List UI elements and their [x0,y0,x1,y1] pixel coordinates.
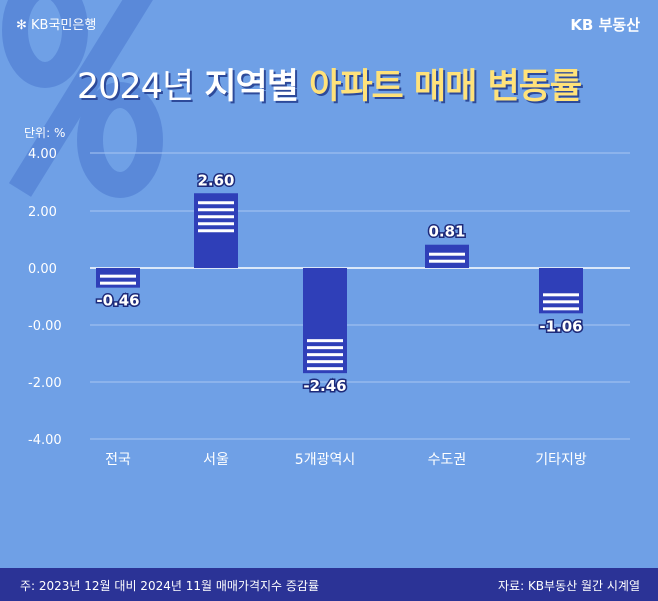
title-highlight: 아파트 매매 변동률 [309,67,582,107]
unit-label: 단위: % [24,126,66,140]
bar-stripe [198,229,234,233]
y-tick-label: 2.00 [28,205,57,220]
bar-stripe [429,259,465,263]
footer-source: 자료: KB부동산 월간 시계열 [498,579,640,593]
bar-stripe [543,307,579,311]
bar-stripe [307,367,343,371]
bar-stripe [100,281,136,285]
data-label: 2.60 [197,171,234,189]
title-region: 지역별 [204,67,299,107]
bar-stripe [429,252,465,256]
bar-stripe [307,346,343,350]
y-tick-label: 0.00 [28,262,57,277]
data-label: -2.46 [303,377,346,395]
percent-decoration [2,0,163,198]
y-tick-label: 4.00 [28,147,57,162]
kb-bank-logo: ✻ KB국민은행 [16,18,97,33]
title-year: 2024년 [76,67,194,107]
y-tick-label: -0.00 [28,319,62,334]
bar-stripe [198,208,234,212]
bar-stripe [307,339,343,343]
bar-stripe [543,300,579,304]
data-label: -0.46 [96,292,139,310]
logo-text: KB국민은행 [31,18,97,33]
data-label: -1.06 [539,317,582,335]
bar-stripe [543,293,579,297]
y-tick-label: -4.00 [28,433,62,448]
bar-stripe [198,222,234,226]
bar-stripe [307,360,343,364]
bar-stripe [198,215,234,219]
x-tick-label: 전국 [105,452,131,468]
bar [303,268,347,374]
bar [539,268,583,314]
footer-note: 주: 2023년 12월 대비 2024년 11월 매매가격지수 증감률 [20,579,320,593]
brand: KB 부동산 [570,16,640,34]
bar-stripe [100,274,136,278]
x-tick-label: 수도권 [428,452,467,468]
bar [96,268,140,288]
bar [425,244,469,268]
footer: 주: 2023년 12월 대비 2024년 11월 매매가격지수 증감률 자료:… [0,568,658,601]
chart-title: 2024년 지역별 아파트 매매 변동률 [0,58,658,109]
y-tick-label: -2.00 [28,376,62,391]
data-label: 0.81 [428,223,465,241]
x-tick-label: 기타지방 [535,452,587,468]
bar-stripe [307,353,343,357]
x-tick-label: 5개광역시 [295,452,355,468]
x-tick-label: 서울 [203,452,229,468]
bar-stripe [198,201,234,205]
